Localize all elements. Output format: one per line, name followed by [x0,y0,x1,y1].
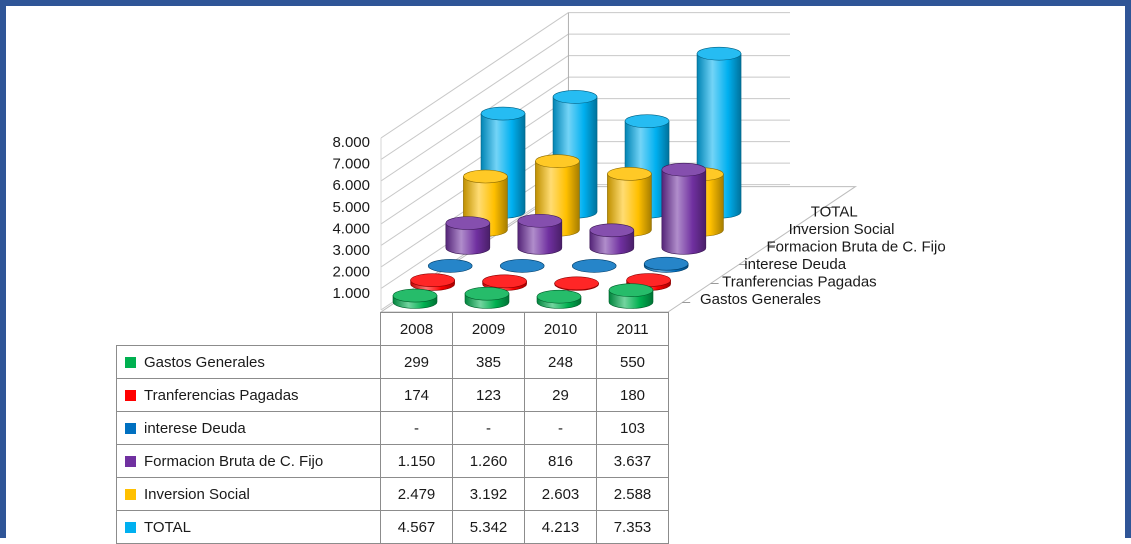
gridline [380,12,569,139]
gridline [380,76,569,203]
data-table: 2008 2009 2010 2011 Gastos Generales 299 385 2… [116,312,669,544]
series-label-cell: Formacion Bruta de C. Fijo [116,444,381,478]
series-label-cell: Tranferencias Pagadas [116,378,381,412]
bar-formacion-bruta-de-c-fijo-2011 [661,162,707,255]
depth-label: Inversion Social [789,221,895,238]
value-cell: 4.567 [380,510,453,544]
value-cell: 2.479 [380,477,453,511]
depth-label: Gastos Generales [700,291,821,308]
legend-swatch [125,455,136,467]
value-cell: 1.150 [380,444,453,478]
series-label-cell: TOTAL [116,510,381,544]
value-cell: - [380,411,453,445]
value-cell: 816 [524,444,597,478]
bar-formacion-bruta-de-c-fijo-2009 [517,213,563,255]
y-tick-label: 1.000 [332,285,370,302]
bar-formacion-bruta-de-c-fijo-2008 [445,216,491,255]
value-cell: 123 [452,378,525,412]
bar-interese-deuda-2011 [643,256,689,273]
value-cell: 3.637 [596,444,669,478]
y-tick-label: 4.000 [332,220,370,237]
series-name: interese Deuda [144,419,246,437]
bar-interese-deuda-2010 [571,259,617,273]
series-name: Formacion Bruta de C. Fijo [144,452,324,470]
bar-gastos-generales-2008 [392,288,438,309]
value-cell: 248 [524,345,597,379]
value-cell: - [452,411,525,445]
series-label-cell: Inversion Social [116,477,381,511]
bar-interese-deuda-2008 [427,259,473,273]
value-cell: 299 [380,345,453,379]
bar-gastos-generales-2009 [464,286,510,309]
value-cell: 550 [596,345,669,379]
series-name: Inversion Social [144,485,250,503]
gridline [380,33,569,160]
table-year-header: 2010 [524,312,597,346]
table-year-header: 2008 [380,312,453,346]
series-name: Tranferencias Pagadas [144,386,299,404]
table-row: interese Deuda - - -103 [116,411,669,445]
value-cell: 103 [596,411,669,445]
value-cell: 2.603 [524,477,597,511]
value-cell: 7.353 [596,510,669,544]
legend-swatch [125,422,136,434]
value-cell: 3.192 [452,477,525,511]
table-corner [116,312,381,346]
depth-label: TOTAL [811,204,858,221]
gridline [380,55,569,182]
y-tick-label: 6.000 [332,177,370,194]
table-row: Formacion Bruta de C. Fijo 1.150 1.260 816 3… [116,444,669,478]
y-axis-ticks: 8.000 7.000 6.000 5.000 4.000 3.000 2.000 1.000… [332,134,370,324]
y-tick-label: 3.000 [332,242,370,259]
table-row: Inversion Social 2.479 3.192 2.603 2.588 [116,477,669,511]
y-tick-label: 7.000 [332,156,370,173]
bar-tranferencias-pagadas-2010 [554,276,599,291]
value-cell: 2.588 [596,477,669,511]
value-cell: 174 [380,378,453,412]
depth-label: Tranferencias Pagadas [722,274,877,291]
bar-gastos-generales-2011 [608,283,654,309]
bar-interese-deuda-2009 [499,259,545,273]
table-header-row: 2008 2009 2010 2011 [116,312,669,346]
value-cell: - [524,411,597,445]
y-tick-label: 5.000 [332,199,370,216]
legend-swatch [125,488,136,500]
bar-cylinders [392,46,742,309]
value-cell: 385 [452,345,525,379]
series-name: TOTAL [144,518,191,536]
bar-tranferencias-pagadas-2008 [410,273,455,291]
y-tick-label: 2.000 [332,264,370,281]
legend-swatch [125,521,136,533]
bar-gastos-generales-2010 [536,289,582,309]
bar-inversion-social-2010 [607,167,652,237]
legend-swatch [125,389,136,401]
value-cell: 5.342 [452,510,525,544]
value-cell: 29 [524,378,597,412]
series-label-cell: interese Deuda [116,411,381,445]
table-row: Tranferencias Pagadas 174 123 29 180 [116,378,669,412]
gridline [380,98,569,225]
table-row: Gastos Generales 299 385 248 550 [116,345,669,379]
value-cell: 180 [596,378,669,412]
depth-label: interese Deuda [744,256,846,273]
value-cell: 4.213 [524,510,597,544]
series-label-cell: Gastos Generales [116,345,381,379]
legend-swatch [125,356,136,368]
depth-label: Formacion Bruta de C. Fijo [766,239,945,256]
y-tick-label: 8.000 [332,134,370,151]
table-row: TOTAL 4.567 5.342 4.213 7.353 [116,510,669,544]
table-year-header: 2009 [452,312,525,346]
bar-formacion-bruta-de-c-fijo-2010 [589,223,635,255]
series-name: Gastos Generales [144,353,265,371]
value-cell: 1.260 [452,444,525,478]
table-year-header: 2011 [596,312,669,346]
